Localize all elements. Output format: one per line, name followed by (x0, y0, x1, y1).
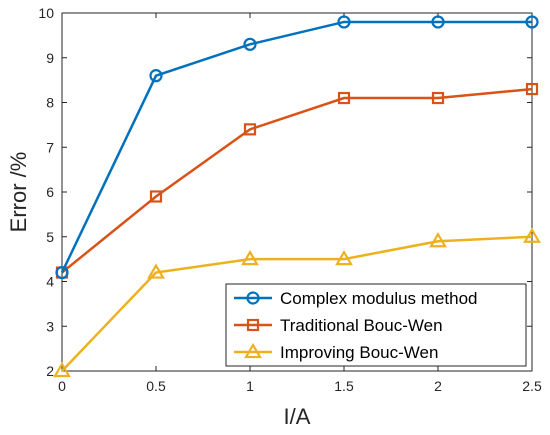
data-point (337, 91, 351, 105)
x-tick-label: 1 (246, 378, 254, 394)
y-axis-label: Error /% (6, 152, 31, 233)
data-point (525, 82, 539, 96)
legend: Complex modulus method Traditional Bouc-W… (225, 283, 527, 367)
legend-marker (246, 318, 260, 332)
data-point (241, 249, 259, 266)
legend-item: Improving Bouc-Wen (234, 342, 438, 362)
y-tick-label: 10 (38, 5, 54, 21)
legend-label: Improving Bouc-Wen (280, 343, 438, 362)
data-point (525, 15, 539, 29)
data-point (149, 69, 163, 83)
series-line (60, 20, 532, 274)
data-point (55, 265, 69, 280)
x-tick-label: 0 (58, 378, 66, 394)
x-tick-label: 0.5 (146, 378, 166, 394)
series-1 (55, 82, 539, 279)
y-tick-label: 2 (46, 363, 54, 379)
x-axis-label: I/A (284, 404, 311, 429)
data-point (523, 227, 541, 243)
series-line (61, 235, 533, 372)
data-point (335, 249, 353, 266)
legend-label: Traditional Bouc-Wen (280, 316, 443, 335)
x-tick-label: 2.5 (522, 378, 542, 394)
y-tick-label: 8 (46, 95, 54, 111)
data-point (147, 263, 165, 279)
y-tick-label: 4 (46, 274, 54, 290)
x-tick-label: 2 (434, 378, 442, 394)
series-2 (53, 227, 541, 378)
series-0 (55, 15, 539, 280)
data-point (149, 190, 163, 203)
data-point (431, 91, 445, 105)
data-point (53, 361, 71, 378)
y-tick-label: 9 (46, 50, 54, 66)
legend-marker (246, 291, 260, 305)
data-point (243, 37, 257, 51)
data-point (337, 15, 351, 29)
x-tick-label: 1.5 (334, 378, 354, 394)
y-tick-label: 3 (46, 318, 54, 334)
legend-label: Complex modulus method (280, 289, 477, 308)
legend-item: Complex modulus method (234, 289, 477, 308)
legend-marker (244, 342, 262, 359)
y-tick-label: 7 (46, 139, 54, 155)
y-tick-label: 6 (46, 184, 54, 200)
series-line (61, 87, 533, 274)
data-point (431, 15, 445, 29)
data-point (429, 232, 447, 248)
y-tick-label: 5 (46, 229, 54, 245)
legend-item: Traditional Bouc-Wen (234, 316, 443, 335)
data-point (243, 123, 257, 136)
legend-box (225, 283, 527, 367)
